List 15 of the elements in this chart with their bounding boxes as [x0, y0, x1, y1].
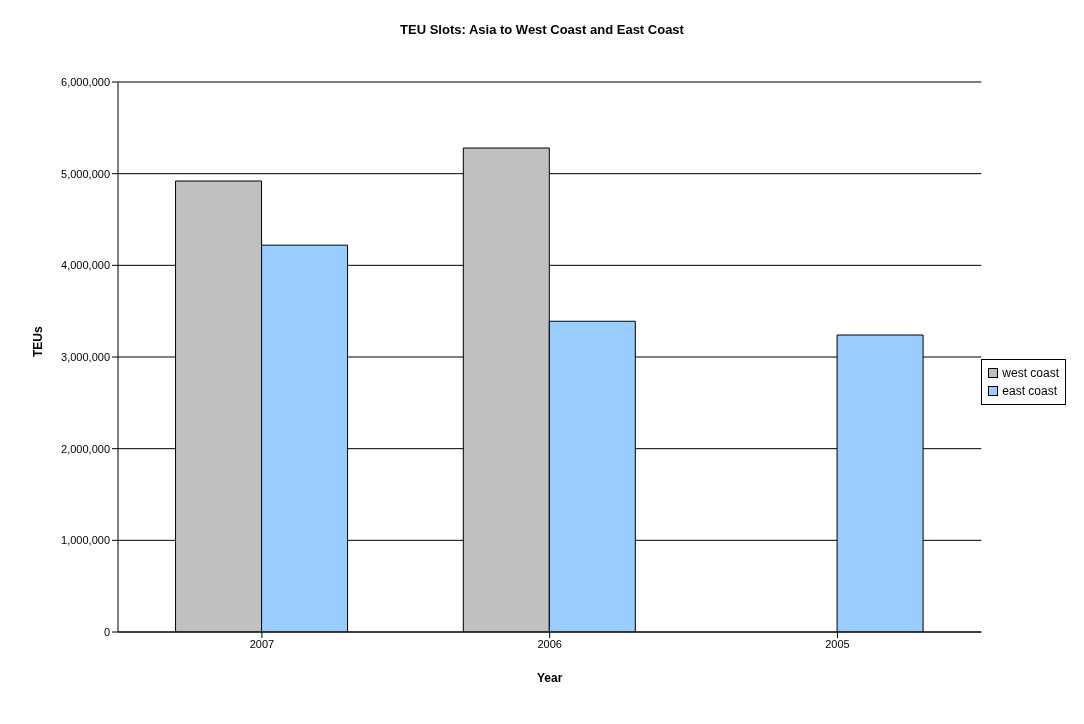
- y-axis-title: TEUs: [31, 326, 46, 357]
- x-axis-title: Year: [536, 671, 563, 685]
- x-tick-label: 2006: [537, 637, 562, 650]
- chart-title: TEU Slots: Asia to West Coast and East Coast: [399, 21, 685, 39]
- y-tick-label: 1,000,000: [61, 534, 110, 547]
- y-tick-label: 2,000,000: [61, 442, 110, 455]
- y-tick-label: 5,000,000: [61, 167, 110, 180]
- x-tick-label: 2005: [825, 637, 850, 650]
- y-tick-label: 4,000,000: [61, 259, 110, 272]
- legend-label: east coast: [1002, 383, 1057, 400]
- x-tick-label: 2007: [249, 637, 275, 650]
- legend-label: west coast: [1002, 365, 1059, 382]
- y-tick-label: 6,000,000: [61, 75, 110, 88]
- y-tick-label: 3,000,000: [61, 350, 110, 363]
- y-tick-label: 0: [103, 625, 110, 638]
